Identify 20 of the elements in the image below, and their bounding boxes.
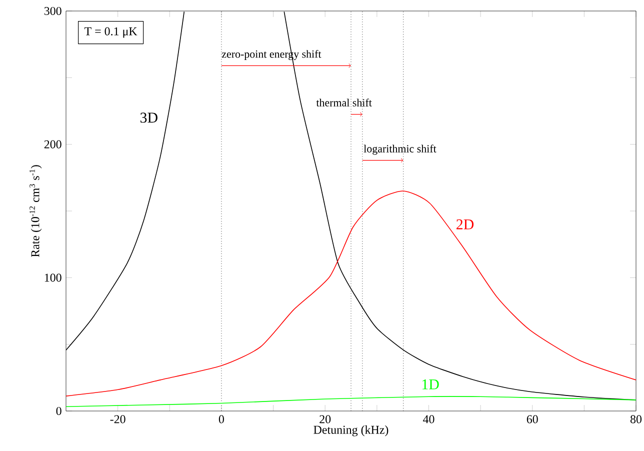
x-tick-label: 80	[630, 415, 642, 424]
series-label: 3D	[140, 112, 158, 123]
x-tick-label: 40	[422, 415, 434, 424]
series-label: 2D	[456, 219, 474, 230]
annotation: T = 0.1 μK	[84, 27, 138, 38]
x-tick-label: 60	[526, 415, 538, 424]
annotation: logarithmic shift	[364, 144, 436, 155]
x-tick-label: 0	[218, 415, 224, 424]
y-tick-label: 0	[56, 406, 62, 416]
x-tick-label: 20	[320, 415, 331, 424]
x-tick-label: -20	[110, 415, 126, 424]
x-axis-title: Detuning (kHz)	[314, 425, 388, 436]
annotation: thermal shift	[316, 98, 372, 106]
series-label: 1D	[422, 379, 439, 390]
y-tick-label: 100	[44, 274, 62, 282]
line-series	[66, 190, 636, 396]
line-series	[66, 396, 636, 407]
y-axis-title: Rate (10$^{-12}$ cm$^{3}$ s$^{-1}$)	[30, 165, 42, 258]
y-tick-label: 200	[44, 140, 62, 148]
y-tick-label: 300	[44, 6, 62, 16]
